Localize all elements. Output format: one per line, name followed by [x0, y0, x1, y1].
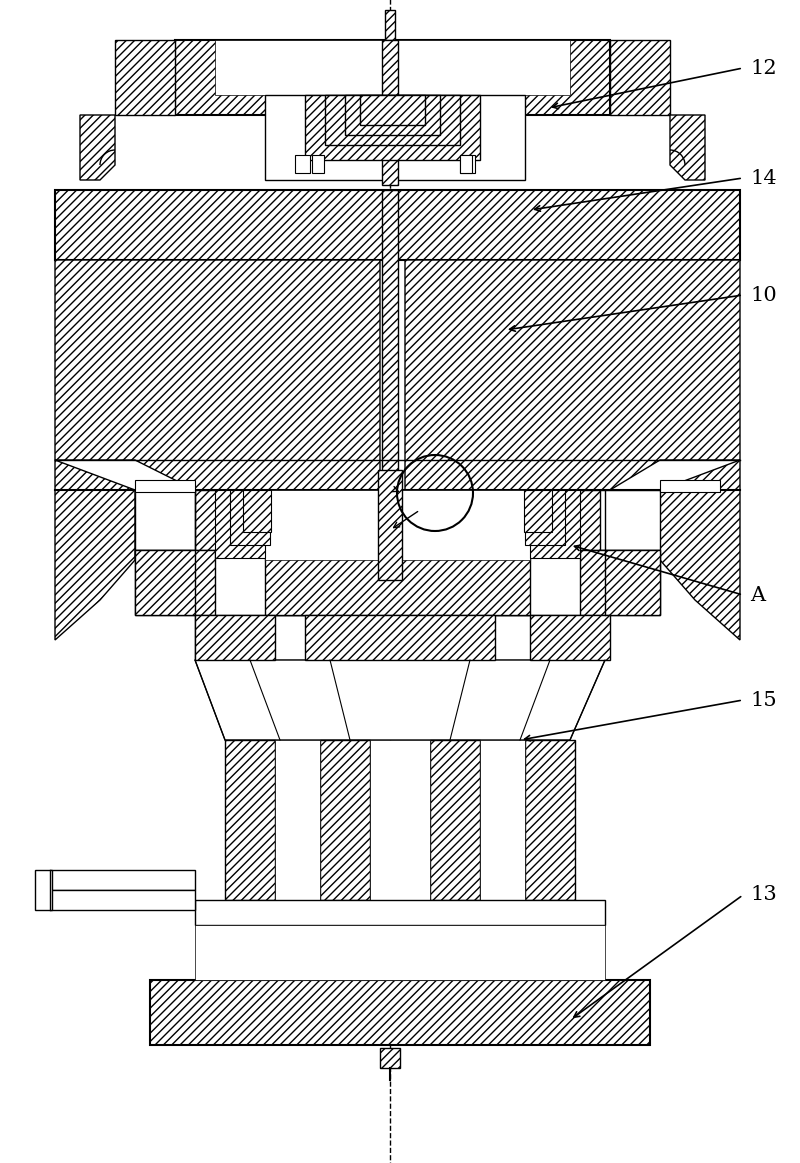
Bar	[275, 740, 320, 900]
Polygon shape	[80, 115, 115, 180]
Bar	[265, 490, 530, 561]
Polygon shape	[610, 40, 670, 115]
Bar	[320, 740, 370, 900]
Bar	[460, 155, 472, 173]
Bar	[382, 40, 398, 185]
Text: 10: 10	[750, 285, 777, 305]
Text: 12: 12	[750, 58, 777, 78]
Bar	[265, 550, 530, 615]
Bar	[580, 550, 660, 615]
Bar	[325, 95, 460, 145]
Bar	[378, 470, 402, 580]
Bar	[175, 40, 610, 115]
Bar	[50, 890, 195, 909]
Bar	[524, 490, 552, 531]
Bar	[243, 490, 271, 531]
Bar	[345, 95, 440, 135]
Bar	[135, 550, 215, 615]
Polygon shape	[55, 461, 135, 640]
Text: 14: 14	[750, 169, 777, 187]
Bar	[230, 490, 270, 545]
Polygon shape	[405, 261, 740, 490]
Bar	[195, 900, 605, 925]
Polygon shape	[660, 461, 740, 640]
Bar	[215, 490, 265, 558]
Polygon shape	[195, 659, 605, 740]
Bar	[305, 615, 495, 659]
Polygon shape	[115, 40, 175, 115]
Bar	[215, 40, 570, 95]
Bar	[380, 1048, 400, 1068]
Text: 13: 13	[750, 885, 777, 905]
Text: A: A	[750, 585, 765, 605]
Bar	[312, 155, 324, 173]
Bar	[480, 740, 525, 900]
Bar	[35, 870, 52, 909]
Bar	[382, 190, 398, 490]
Bar	[135, 550, 660, 615]
Bar	[50, 870, 195, 890]
Bar	[460, 155, 475, 173]
Bar	[660, 480, 720, 492]
Bar	[525, 490, 565, 545]
Bar	[135, 490, 660, 550]
Polygon shape	[670, 115, 705, 180]
Bar	[195, 490, 600, 561]
Bar	[265, 95, 525, 180]
Bar	[360, 95, 425, 124]
Bar	[295, 155, 310, 173]
Bar	[430, 740, 480, 900]
Polygon shape	[55, 261, 380, 490]
Bar	[135, 480, 195, 492]
Bar	[530, 490, 580, 558]
Bar	[530, 615, 610, 659]
Bar	[370, 740, 430, 900]
Bar	[195, 925, 605, 980]
Bar	[195, 615, 275, 659]
Polygon shape	[55, 190, 740, 261]
Bar	[225, 740, 275, 900]
Bar	[305, 95, 480, 160]
Bar	[525, 740, 575, 900]
Bar	[385, 10, 395, 40]
Bar	[195, 615, 605, 659]
Text: 15: 15	[750, 691, 777, 709]
Bar	[150, 980, 650, 1046]
